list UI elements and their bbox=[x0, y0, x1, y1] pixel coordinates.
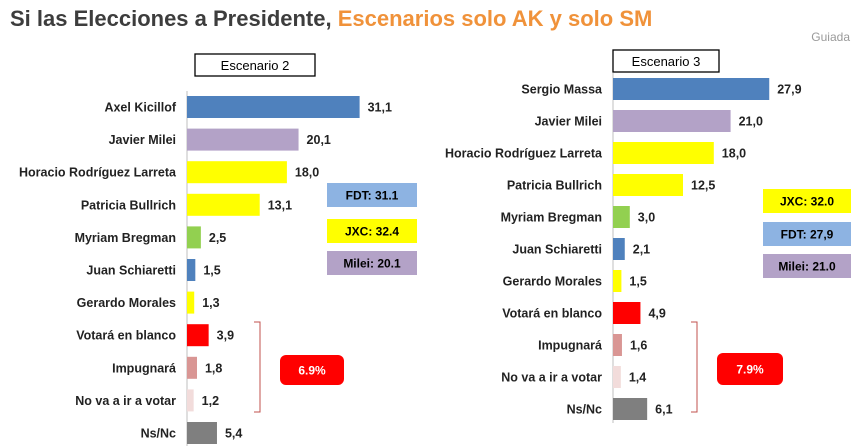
chart1-bar bbox=[187, 324, 209, 347]
chart1-bar bbox=[187, 259, 196, 281]
chart1-value-label: 1,5 bbox=[203, 264, 220, 278]
chart1-value-label: 1,2 bbox=[202, 394, 219, 408]
chart1-category-label: No va a ir a votar bbox=[75, 394, 176, 408]
chart1-total-label: FDT: 31.1 bbox=[346, 189, 399, 203]
chart1-value-label: 1,8 bbox=[205, 361, 222, 375]
chart2-value-label: 27,9 bbox=[777, 83, 801, 97]
chart1-bar bbox=[187, 193, 260, 216]
chart1-bar bbox=[187, 356, 197, 379]
chart1-total-box bbox=[327, 183, 417, 207]
chart1-value-label: 18,0 bbox=[295, 166, 319, 180]
title-part-1: Si las Elecciones a Presidente, bbox=[10, 6, 338, 31]
chart1-bracket-total-box bbox=[280, 355, 344, 385]
chart2-category-label: Gerardo Morales bbox=[503, 275, 602, 289]
chart2-value-label: 2,1 bbox=[633, 243, 650, 257]
chart1-bar bbox=[187, 161, 287, 184]
chart1-value-label: 2,5 bbox=[209, 231, 226, 245]
chart1-category-label: Patricia Bullrich bbox=[81, 198, 176, 212]
chart2-total-box bbox=[763, 189, 851, 213]
brand-label: Guiada bbox=[811, 30, 850, 44]
chart2-category-label: Horacio Rodríguez Larreta bbox=[445, 147, 603, 161]
chart2-title-box bbox=[612, 49, 720, 73]
chart1-category-label: Juan Schiaretti bbox=[86, 264, 176, 278]
chart2-bar bbox=[613, 174, 683, 196]
title-part-2: Escenarios solo AK y solo SM bbox=[337, 6, 653, 31]
chart2-value-label: 3,0 bbox=[638, 211, 655, 225]
chart1-total-box bbox=[327, 219, 417, 243]
chart1-category-label: Axel Kicillof bbox=[104, 101, 176, 115]
chart1-bracket bbox=[254, 321, 261, 413]
chart1-value-label: 31,1 bbox=[368, 101, 392, 115]
chart1-bar bbox=[187, 226, 201, 249]
chart1-category-label: Horacio Rodríguez Larreta bbox=[19, 166, 177, 180]
chart1-bar bbox=[187, 96, 360, 118]
chart2-bar bbox=[613, 366, 621, 388]
chart1-value-label: 5,4 bbox=[225, 427, 242, 441]
chart2-bracket bbox=[691, 321, 698, 413]
chart2-total-label: FDT: 27,9 bbox=[781, 228, 834, 242]
chart1-value-label: 3,9 bbox=[217, 329, 234, 343]
chart1-total-label: Milei: 20.1 bbox=[343, 257, 401, 271]
chart2-value-label: 6,1 bbox=[655, 403, 672, 417]
chart2-bar bbox=[613, 78, 770, 100]
chart2-title: Escenario 3 bbox=[632, 54, 701, 69]
chart1-category-label: Javier Milei bbox=[109, 133, 176, 147]
chart1-total-label: JXC: 32.4 bbox=[345, 225, 399, 239]
chart2-category-label: Votará en blanco bbox=[502, 307, 602, 321]
chart1-value-label: 20,1 bbox=[307, 133, 331, 147]
chart2-total-label: JXC: 32.0 bbox=[780, 195, 834, 209]
chart1-total-box bbox=[327, 251, 417, 275]
chart2-category-label: Ns/Nc bbox=[567, 403, 602, 417]
chart2-bar bbox=[613, 302, 641, 324]
chart1-value-label: 13,1 bbox=[268, 198, 292, 212]
chart1-bar bbox=[187, 128, 299, 151]
chart2-value-label: 21,0 bbox=[739, 115, 763, 129]
chart1-bar bbox=[187, 291, 195, 314]
chart2-total-box bbox=[763, 254, 851, 278]
chart2-value-label: 1,6 bbox=[630, 339, 647, 353]
chart2-value-label: 1,5 bbox=[629, 275, 646, 289]
chart2-value-label: 1,4 bbox=[629, 371, 646, 385]
page-title: Si las Elecciones a Presidente, Escenari… bbox=[10, 6, 652, 32]
chart2-category-label: Patricia Bullrich bbox=[507, 179, 602, 193]
chart2-bracket-total-box bbox=[717, 353, 783, 385]
chart1-category-label: Votará en blanco bbox=[76, 329, 176, 343]
chart1-category-label: Gerardo Morales bbox=[77, 296, 176, 310]
chart1-category-label: Myriam Bregman bbox=[75, 231, 176, 245]
chart2-total-label: Milei: 21.0 bbox=[778, 260, 836, 274]
chart2-value-label: 12,5 bbox=[691, 179, 715, 193]
chart2-bar bbox=[613, 206, 630, 228]
chart1-title: Escenario 2 bbox=[221, 58, 290, 73]
chart2-category-label: Myriam Bregman bbox=[501, 211, 602, 225]
chart1-category-label: Impugnará bbox=[112, 361, 176, 375]
chart2-category-label: Javier Milei bbox=[535, 115, 602, 129]
chart2-value-label: 18,0 bbox=[722, 147, 746, 161]
chart2-category-label: Sergio Massa bbox=[521, 83, 603, 97]
chart2-category-label: Impugnará bbox=[538, 339, 602, 353]
chart1-category-label: Ns/Nc bbox=[141, 427, 176, 441]
chart2-bar bbox=[613, 238, 625, 260]
chart2-bar bbox=[613, 270, 622, 292]
chart2-bar bbox=[613, 142, 714, 164]
chart2-bar bbox=[613, 110, 731, 132]
chart2-total-box bbox=[763, 222, 851, 246]
chart2-category-label: Juan Schiaretti bbox=[512, 243, 602, 257]
chart2-category-label: No va a ir a votar bbox=[501, 371, 602, 385]
chart2-bar bbox=[613, 398, 648, 420]
chart2-value-label: 4,9 bbox=[648, 307, 665, 321]
chart1-bar bbox=[187, 389, 194, 412]
chart1-bracket-total-label: 6.9% bbox=[298, 364, 326, 378]
chart1-title-box bbox=[194, 53, 316, 77]
chart1-value-label: 1,3 bbox=[202, 296, 219, 310]
chart2-bracket-total-label: 7.9% bbox=[736, 363, 764, 377]
chart1-bar bbox=[187, 422, 217, 444]
chart2-bar bbox=[613, 334, 622, 356]
